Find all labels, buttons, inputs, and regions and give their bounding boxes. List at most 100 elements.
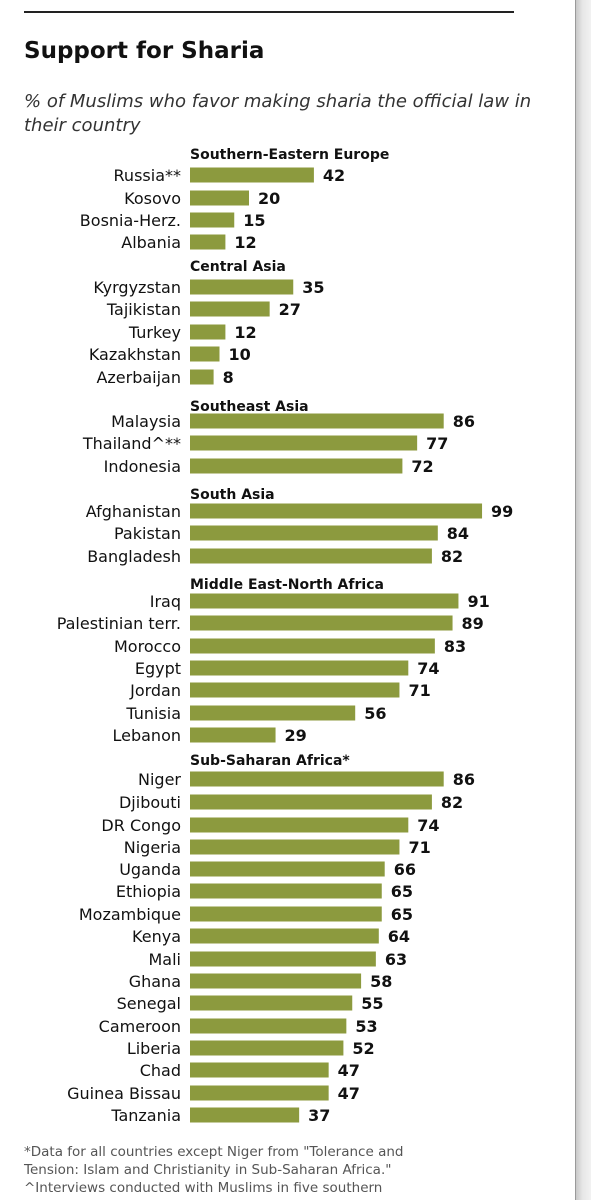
bar bbox=[190, 771, 444, 787]
bar bbox=[190, 883, 382, 899]
bar bbox=[190, 190, 249, 206]
country-label: Guinea Bissau bbox=[67, 1084, 181, 1103]
country-label: Albania bbox=[121, 233, 181, 252]
bar bbox=[190, 301, 270, 317]
bar bbox=[190, 593, 459, 609]
value-label: 63 bbox=[385, 950, 407, 969]
bar bbox=[190, 279, 294, 295]
country-label: Iraq bbox=[150, 592, 181, 611]
value-label: 74 bbox=[417, 816, 439, 835]
value-label: 99 bbox=[491, 502, 513, 521]
country-label: Kosovo bbox=[124, 189, 181, 208]
value-label: 65 bbox=[391, 882, 413, 901]
country-label: Chad bbox=[140, 1061, 181, 1080]
country-label: Jordan bbox=[129, 681, 181, 700]
bar bbox=[190, 682, 400, 698]
bar bbox=[190, 951, 376, 967]
bar bbox=[190, 1062, 329, 1078]
top-rule bbox=[24, 11, 514, 13]
bar bbox=[190, 794, 432, 810]
country-label: Mali bbox=[149, 950, 182, 969]
value-label: 64 bbox=[388, 927, 410, 946]
bar bbox=[190, 839, 400, 855]
country-label: Indonesia bbox=[104, 457, 181, 476]
value-label: 82 bbox=[441, 547, 463, 566]
country-label: Ghana bbox=[129, 972, 181, 991]
group-header: Sub-Saharan Africa* bbox=[190, 753, 350, 769]
country-label: Tanzania bbox=[110, 1106, 181, 1125]
bar bbox=[190, 660, 409, 676]
bar bbox=[190, 995, 353, 1011]
value-label: 86 bbox=[453, 412, 475, 431]
value-label: 47 bbox=[338, 1084, 360, 1103]
country-label: Senegal bbox=[117, 994, 181, 1013]
bar bbox=[190, 548, 432, 564]
value-label: 10 bbox=[229, 345, 251, 364]
value-label: 20 bbox=[258, 189, 280, 208]
group-header: Southern-Eastern Europe bbox=[190, 147, 389, 163]
value-label: 72 bbox=[411, 457, 433, 476]
bar bbox=[190, 503, 483, 519]
bar bbox=[190, 727, 276, 743]
bar bbox=[190, 638, 435, 654]
bar bbox=[190, 817, 409, 833]
group-header: Middle East-North Africa bbox=[190, 577, 384, 593]
value-label: 84 bbox=[447, 524, 469, 543]
country-label: Afghanistan bbox=[86, 502, 181, 521]
chart-subtitle: % of Muslims who favor making sharia the… bbox=[24, 91, 532, 136]
value-label: 74 bbox=[417, 659, 439, 678]
value-label: 71 bbox=[408, 838, 430, 857]
bar bbox=[190, 324, 226, 340]
country-label: Kazakhstan bbox=[89, 345, 181, 364]
country-label: Cameroon bbox=[99, 1017, 181, 1036]
value-label: 66 bbox=[394, 860, 416, 879]
value-label: 27 bbox=[279, 300, 301, 319]
bar bbox=[190, 458, 403, 474]
bar bbox=[190, 435, 418, 451]
country-label: Uganda bbox=[119, 860, 181, 879]
bar bbox=[190, 1107, 300, 1123]
country-label: Nigeria bbox=[124, 838, 181, 857]
bar bbox=[190, 615, 453, 631]
value-label: 55 bbox=[361, 994, 383, 1013]
country-label: Mozambique bbox=[79, 905, 181, 924]
country-label: Tunisia bbox=[125, 704, 181, 723]
group-header: South Asia bbox=[190, 487, 275, 503]
country-label: Bosnia-Herz. bbox=[80, 211, 181, 230]
value-label: 53 bbox=[355, 1017, 377, 1036]
country-label: Russia** bbox=[114, 166, 181, 185]
country-label: Malaysia bbox=[111, 412, 181, 431]
bar bbox=[190, 906, 382, 922]
country-label: DR Congo bbox=[101, 816, 181, 835]
country-label: Kyrgyzstan bbox=[93, 278, 181, 297]
bar bbox=[190, 234, 226, 250]
country-label: Tajikistan bbox=[106, 300, 181, 319]
bar bbox=[190, 973, 362, 989]
value-label: 12 bbox=[234, 233, 256, 252]
bar bbox=[190, 1040, 344, 1056]
value-label: 83 bbox=[444, 637, 466, 656]
country-label: Lebanon bbox=[112, 726, 181, 745]
value-label: 52 bbox=[352, 1039, 374, 1058]
footnote-line: *Data for all countries except Niger fro… bbox=[24, 1144, 404, 1160]
footnote: *Data for all countries except Niger fro… bbox=[24, 1143, 544, 1197]
value-label: 77 bbox=[426, 434, 448, 453]
bar bbox=[190, 1085, 329, 1101]
value-label: 12 bbox=[234, 323, 256, 342]
value-label: 82 bbox=[441, 793, 463, 812]
value-label: 37 bbox=[308, 1106, 330, 1125]
group-header: Central Asia bbox=[190, 259, 286, 275]
bar bbox=[190, 928, 379, 944]
country-label: Turkey bbox=[128, 323, 181, 342]
bar bbox=[190, 861, 385, 877]
value-label: 65 bbox=[391, 905, 413, 924]
value-label: 29 bbox=[285, 726, 307, 745]
value-label: 91 bbox=[467, 592, 489, 611]
footnote-line: Tension: Islam and Christianity in Sub-S… bbox=[24, 1162, 392, 1178]
bar bbox=[190, 369, 214, 385]
bar bbox=[190, 705, 356, 721]
bar bbox=[190, 346, 220, 362]
country-label: Bangladesh bbox=[87, 547, 181, 566]
chart-title: Support for Sharia bbox=[24, 38, 265, 64]
value-label: 47 bbox=[338, 1061, 360, 1080]
